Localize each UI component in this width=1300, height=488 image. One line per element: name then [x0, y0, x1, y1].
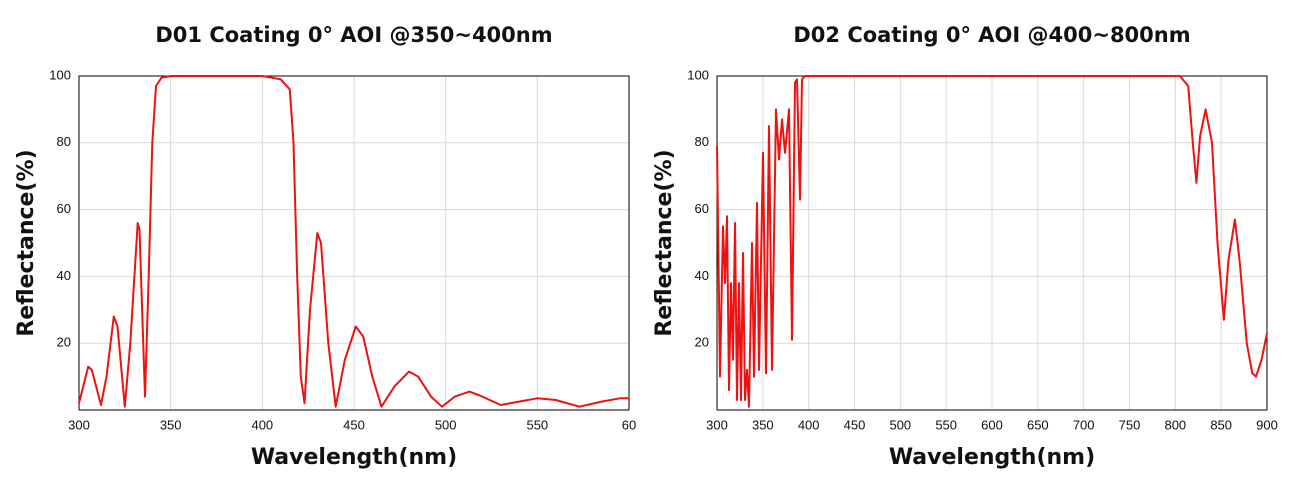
x-tick-label: 350	[160, 417, 182, 432]
x-tick-label: 400	[798, 417, 820, 432]
plot-frame	[78, 75, 630, 411]
data-line	[716, 75, 1268, 408]
y-tick-label: 40	[695, 268, 709, 283]
y-tick-label: 20	[57, 335, 71, 350]
x-tick-label: 550	[935, 417, 957, 432]
y-tick-label: 40	[57, 268, 71, 283]
x-tick-label: 300	[706, 417, 728, 432]
x-tick-label: 700	[1073, 417, 1095, 432]
y-tick-label: 60	[57, 201, 71, 216]
x-tick-label: 900	[1256, 417, 1278, 432]
x-tick-label: 500	[889, 417, 911, 432]
x-axis-label: Wavelength(nm)	[889, 445, 1095, 470]
y-axis-label: Reflectance(%)	[14, 149, 39, 336]
y-tick-label: 60	[695, 201, 709, 216]
y-tick-label: 80	[695, 134, 709, 149]
x-tick-label: 450	[844, 417, 866, 432]
chart-title: D02 Coating 0° AOI @400~800nm	[793, 23, 1190, 47]
x-tick-label: 550	[526, 417, 548, 432]
y-tick-label: 100	[49, 67, 71, 82]
x-tick-label: 60	[622, 417, 636, 432]
x-tick-label: 650	[1027, 417, 1049, 432]
x-tick-label: 500	[435, 417, 457, 432]
y-tick-label: 80	[57, 134, 71, 149]
x-axis-label: Wavelength(nm)	[251, 445, 457, 470]
x-tick-label: 350	[752, 417, 774, 432]
y-tick-label: 100	[687, 67, 709, 82]
x-tick-label: 850	[1210, 417, 1232, 432]
x-tick-label: 800	[1164, 417, 1186, 432]
x-tick-label: 750	[1119, 417, 1141, 432]
x-tick-label: 300	[68, 417, 90, 432]
y-axis-label: Reflectance(%)	[652, 149, 677, 336]
y-tick-label: 20	[695, 335, 709, 350]
chart-title: D01 Coating 0° AOI @350~400nm	[155, 23, 552, 47]
x-tick-label: 450	[343, 417, 365, 432]
data-line	[78, 75, 629, 408]
x-tick-label: 600	[981, 417, 1003, 432]
x-tick-label: 400	[251, 417, 273, 432]
